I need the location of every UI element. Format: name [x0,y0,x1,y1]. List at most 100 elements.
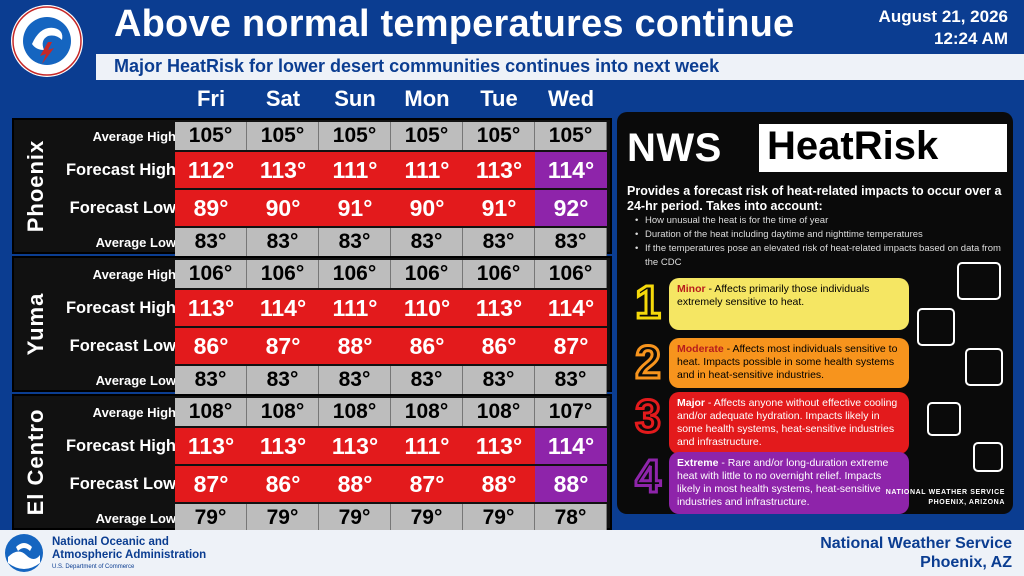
row-label: Average High [92,404,176,420]
city-name-yuma: Yuma [14,258,58,390]
temp-cell: 111° [391,152,463,188]
bullet-item: Duration of the heat including daytime a… [635,228,1005,242]
level-text: - Affects anyone without effective cooli… [677,397,898,448]
temp-cell: 83° [175,228,247,256]
temp-cell: 79° [175,504,247,532]
temp-cell: 114° [535,290,607,326]
level-card-moderate: Moderate - Affects most individuals sens… [669,338,909,388]
temp-cell: 105° [319,122,391,150]
city-block-yuma: Yuma Average High 106° 106° 106° 106° 106° 106°… [12,256,612,394]
temp-cell: 91° [319,190,391,226]
row-fc-low: Forecast Low 86° 87° 88° 86° 86° 87° [58,328,612,364]
temp-cell: 88° [463,466,535,502]
row-avg-low: Average Low 79° 79° 79° 79° 79° 78° [58,504,612,532]
temp-cell: 87° [535,328,607,364]
temp-cell: 83° [391,366,463,394]
temp-cell: 83° [247,366,319,394]
level-number-2: 2 [634,336,663,388]
temp-cell: 83° [319,366,391,394]
row-fc-low: Forecast Low 89° 90° 91° 90° 91° 92° [58,190,612,226]
row-avg-high: Average High 108° 108° 108° 108° 108° 107° [58,398,612,426]
temp-cell: 113° [175,290,247,326]
date-text: August 21, 2026 [878,7,1008,26]
temp-cell: 83° [463,366,535,394]
panel-footer-line2: PHOENIX, ARIZONA [928,499,1005,506]
page-subtitle: Major HeatRisk for lower desert communit… [114,56,720,76]
temp-cell: 108° [319,398,391,426]
footer: National Oceanic and Atmospheric Adminis… [0,530,1024,576]
page-title: Above normal temperatures continue [114,3,795,45]
level-name: Extreme [677,457,719,469]
temp-cell: 106° [391,260,463,288]
temp-cell: 89° [175,190,247,226]
subtitle-bar: Major HeatRisk for lower desert communit… [96,54,1024,80]
city-block-el-centro: El Centro Average High 108° 108° 108° 108° 108… [12,394,612,532]
decorative-square [957,262,1001,300]
temp-cell: 88° [319,466,391,502]
day-header-sat: Sat [265,86,301,111]
timestamp: August 21, 2026 12:24 AM [879,6,1008,50]
temp-cell: 88° [535,466,607,502]
row-avg-low: Average Low 83° 83° 83° 83° 83° 83° [58,228,612,256]
temp-cell: 83° [535,366,607,394]
temp-cell: 113° [463,152,535,188]
temp-cell: 111° [391,428,463,464]
temp-cell: 106° [247,260,319,288]
temp-cell: 105° [247,122,319,150]
temp-cell: 86° [175,328,247,364]
temp-cell: 113° [319,428,391,464]
temp-cell: 108° [175,398,247,426]
day-header-fri: Fri [196,86,226,111]
city-block-phoenix: Phoenix Average High 105° 105° 105° 105° 105° 1… [12,118,612,256]
level-card-major: Major - Affects anyone without effective… [669,392,909,454]
temp-cell: 92° [535,190,607,226]
row-fc-high: Forecast High 113° 113° 113° 111° 113° 114° [58,428,612,464]
office-line2: Phoenix, AZ [920,554,1012,571]
header: Above normal temperatures continue Augus… [0,0,1024,84]
panel-bullets: How unusual the heat is for the time of … [635,214,1005,270]
temp-cell: 107° [535,398,607,426]
level-text: - Rare and/or long-duration extreme heat… [677,457,889,508]
temp-cell: 108° [247,398,319,426]
temp-cell: 114° [247,290,319,326]
row-label: Average Low [95,510,176,526]
city-name-phoenix: Phoenix [14,120,58,252]
temp-cell: 111° [319,290,391,326]
temp-cell: 113° [247,152,319,188]
temp-cell: 105° [175,122,247,150]
row-label: Forecast High [65,298,176,317]
day-header-wed: Wed [547,86,595,111]
row-avg-high: Average High 106° 106° 106° 106° 106° 106° [58,260,612,288]
decorative-square [927,402,961,436]
row-label: Average High [92,128,176,144]
panel-footer: NATIONAL WEATHER SERVICE PHOENIX, ARIZON… [886,488,1005,508]
noaa-subtext: U.S. Department of Commerce [52,564,135,570]
temp-cell: 114° [535,152,607,188]
row-label: Average Low [95,372,176,388]
temp-cell: 83° [247,228,319,256]
temp-cell: 83° [463,228,535,256]
level-text: - Affects most individuals sensitive to … [677,343,898,381]
temp-cell: 112° [175,152,247,188]
temp-cell: 106° [319,260,391,288]
office-line1: National Weather Service [820,535,1012,552]
panel-title-nws: NWS [627,126,722,170]
temp-cell: 83° [175,366,247,394]
temp-cell: 113° [175,428,247,464]
temp-cell: 78° [535,504,607,532]
row-label: Forecast High [65,436,176,455]
office-name: National Weather Service Phoenix, AZ [820,534,1012,572]
temp-cell: 114° [535,428,607,464]
decorative-square [965,348,1003,386]
row-label: Forecast High [65,160,176,179]
level-number-4: 4 [634,450,663,502]
level-card-extreme: Extreme - Rare and/or long-duration extr… [669,452,909,514]
temp-cell: 91° [463,190,535,226]
row-fc-high: Forecast High 112° 113° 111° 111° 113° 114° [58,152,612,188]
noaa-line2: Atmospheric Administration [52,549,207,561]
temp-cell: 106° [175,260,247,288]
temp-cell: 83° [391,228,463,256]
temp-cell: 110° [391,290,463,326]
day-header-mon: Mon [404,86,450,111]
temp-cell: 86° [247,466,319,502]
